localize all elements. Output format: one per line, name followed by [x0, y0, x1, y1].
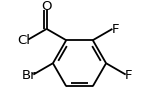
- Text: F: F: [112, 23, 119, 36]
- Text: Br: Br: [22, 68, 36, 81]
- Text: Cl: Cl: [17, 34, 30, 47]
- Text: O: O: [41, 0, 52, 13]
- Text: F: F: [125, 68, 133, 81]
